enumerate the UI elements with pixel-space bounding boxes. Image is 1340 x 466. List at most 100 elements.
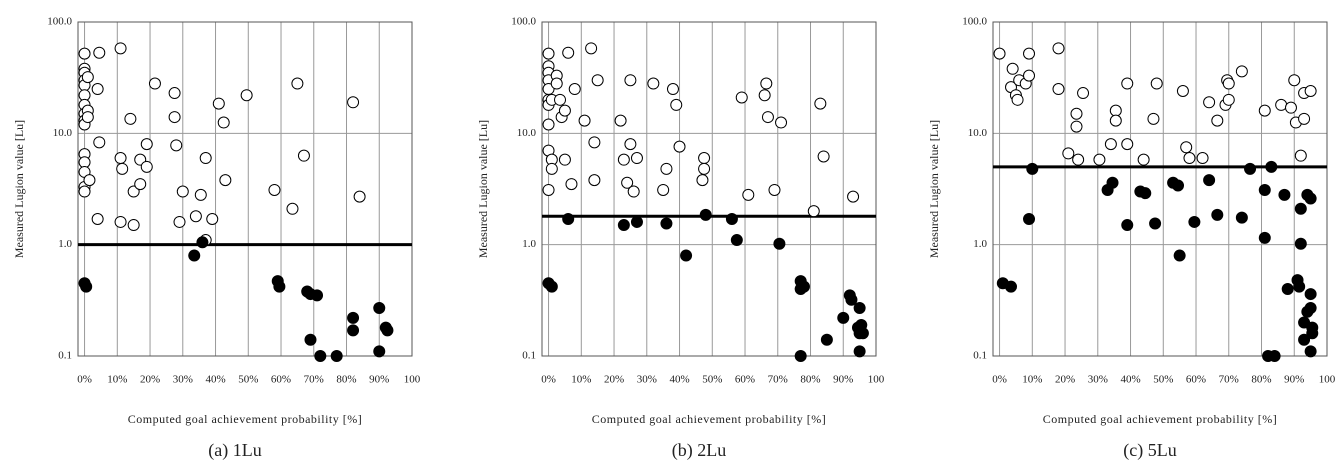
point — [797, 280, 810, 293]
point — [1052, 83, 1065, 96]
point — [1109, 104, 1122, 117]
point — [353, 190, 366, 203]
point — [817, 150, 830, 163]
point — [558, 153, 571, 166]
point — [134, 178, 147, 191]
point — [558, 104, 571, 117]
point — [240, 89, 253, 102]
point — [768, 183, 781, 196]
point — [311, 289, 324, 302]
point — [81, 111, 94, 124]
point — [1121, 219, 1134, 232]
point — [1222, 77, 1235, 90]
point — [1222, 93, 1235, 106]
point — [1062, 147, 1075, 160]
point — [820, 333, 833, 346]
y-tick-label: 100.0 — [47, 16, 72, 28]
x-tick-label: 10% — [107, 374, 127, 386]
point — [304, 333, 317, 346]
point — [585, 42, 598, 55]
point — [1149, 217, 1162, 230]
point — [542, 183, 555, 196]
x-tick-label: 90% — [369, 374, 389, 386]
y-tick-label: 10.0 — [517, 127, 537, 139]
point — [93, 46, 106, 59]
point — [1304, 192, 1317, 205]
point — [562, 213, 575, 226]
point — [189, 210, 202, 223]
point — [114, 152, 127, 165]
point — [696, 174, 709, 187]
point — [1139, 187, 1152, 200]
x-tick-label: 100 — [1319, 374, 1336, 386]
point — [168, 87, 181, 100]
point — [78, 47, 91, 60]
point — [588, 174, 601, 187]
point — [545, 162, 558, 175]
point — [627, 185, 640, 198]
point — [647, 77, 660, 90]
y-tick-label: 0.1 — [58, 350, 72, 362]
point — [624, 138, 637, 151]
point — [542, 47, 555, 60]
point — [1070, 107, 1083, 120]
point — [617, 219, 630, 232]
x-tick-label: 30% — [1088, 374, 1108, 386]
point — [1284, 101, 1297, 114]
point — [1294, 149, 1307, 162]
point — [114, 42, 127, 55]
point — [268, 183, 281, 196]
x-axis-label: Computed goal achievement probability [%… — [128, 412, 362, 426]
x-tick-label: 90% — [833, 374, 853, 386]
point — [1293, 280, 1306, 293]
x-tick-label: 20% — [1055, 374, 1075, 386]
point — [699, 208, 712, 221]
point — [1106, 176, 1119, 189]
x-tick-label: 10% — [571, 374, 591, 386]
point — [1281, 282, 1294, 295]
point — [1298, 333, 1311, 346]
y-axis-label: Measured Lugion value [Lu] — [927, 120, 941, 258]
y-tick-label: 1.0 — [973, 238, 987, 250]
point — [330, 350, 343, 362]
caption: (c) 5Lu — [1123, 440, 1176, 461]
point — [1070, 120, 1083, 133]
point — [1304, 85, 1317, 98]
point — [1258, 183, 1271, 196]
caption: (a) 1Lu — [208, 440, 261, 461]
point — [565, 178, 578, 191]
point — [212, 97, 225, 110]
point — [550, 77, 563, 90]
point — [1304, 288, 1317, 301]
x-tick-label: 60% — [271, 374, 291, 386]
point — [173, 215, 186, 228]
point — [1188, 215, 1201, 228]
point — [1072, 153, 1085, 166]
point — [1104, 138, 1117, 151]
point — [1023, 69, 1036, 82]
x-tick-label: 70% — [1219, 374, 1239, 386]
point — [1109, 114, 1122, 127]
point — [1211, 114, 1224, 127]
point — [1235, 211, 1248, 224]
point — [1023, 47, 1036, 60]
point — [845, 293, 858, 306]
point — [624, 74, 637, 87]
point — [80, 280, 93, 293]
point — [347, 324, 360, 337]
y-axis-label: Measured Lugion value [Lu] — [12, 120, 26, 258]
point — [78, 185, 91, 198]
point — [1026, 162, 1039, 175]
y-tick-label: 1.0 — [58, 238, 72, 250]
point — [140, 138, 153, 151]
x-tick-label: 80% — [800, 374, 820, 386]
point — [1203, 174, 1216, 187]
point — [1244, 162, 1257, 175]
point — [168, 111, 181, 124]
caption: (b) 2Lu — [672, 440, 726, 461]
point — [291, 77, 304, 90]
point — [630, 215, 643, 228]
point — [1304, 345, 1317, 358]
point — [794, 350, 807, 362]
x-tick-label: 10% — [1022, 374, 1042, 386]
